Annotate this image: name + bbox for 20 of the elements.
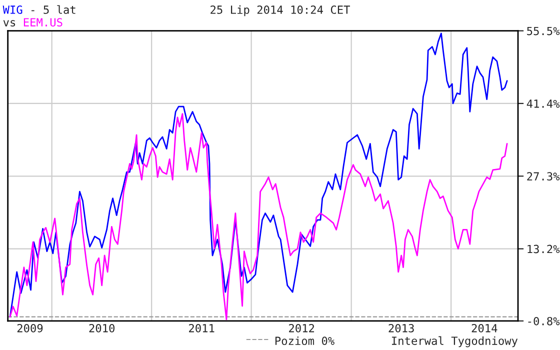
line-series [9,113,508,320]
y-tick-label: 27.3% [527,172,560,181]
text: vs [3,20,16,27]
text: - 5 lat [31,5,76,14]
x-tick-label: 2014 [472,324,498,332]
chart-title: 25 Lip 2014 10:24 CET [210,5,350,16]
text: Interwal Tygodniowy [392,336,518,348]
text: WIG [2,6,22,14]
x-tick-label: 2013 [388,324,414,332]
x-tick-label: 2009 [17,324,43,332]
y-tick-label: -0.8% [528,316,560,326]
legend-label: Poziom 0% [275,336,334,346]
text: EEM.US [24,18,62,27]
line-series [9,32,508,318]
x-tick-label: 2012 [289,324,314,332]
y-tick-label: 55.5% [527,26,560,36]
x-tick-label: 2010 [89,324,114,332]
y-tick-label: 41.4% [526,100,560,108]
x-tick-label: 2011 [189,324,214,332]
y-tick-label: 13.2% [528,244,560,254]
